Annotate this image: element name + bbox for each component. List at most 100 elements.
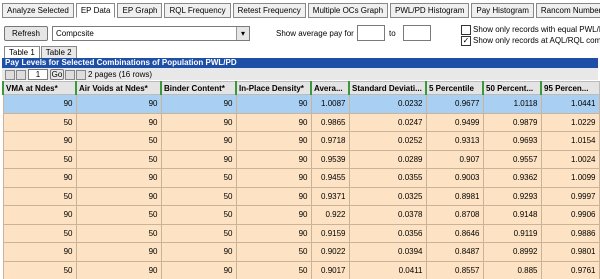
grid-cell: 1.0087 (310, 94, 350, 114)
grid-cell: 0.9499 (425, 112, 484, 132)
column-header[interactable]: Air Voids at Ndes* (75, 81, 162, 95)
column-header[interactable]: 50 Percent... (482, 81, 542, 95)
next-page[interactable] (65, 70, 75, 80)
dropdown[interactable]: Compcsite ▾ (52, 26, 250, 41)
column-header[interactable]: VMA at Ndes* (2, 81, 77, 95)
grid-cell: 50 (2, 260, 77, 279)
grid-cell: 90 (75, 94, 162, 114)
grid-cell: 90 (235, 94, 312, 114)
subtab[interactable]: Table 2 (40, 46, 77, 59)
grid-cell: 0.9148 (482, 205, 542, 225)
grid-cell: 90 (2, 94, 77, 114)
tab[interactable]: Analyze Selected (2, 3, 74, 18)
column-header[interactable]: Binder Content* (160, 81, 237, 95)
grid-cell: 90 (160, 112, 237, 132)
grid-cell: 0.8646 (425, 223, 484, 243)
grid-cell: 0.0232 (348, 94, 427, 114)
grid-cell: 0.9371 (310, 186, 350, 206)
checkbox-aql[interactable]: ✓ (461, 36, 471, 46)
last-page[interactable] (76, 70, 86, 80)
grid-cell: 90 (2, 168, 77, 188)
grid-row[interactable]: 50 90 90 90 0.9865 0.0247 0.9499 0.9879 1.0229 (2, 112, 600, 132)
tab[interactable]: Retest Frequency (232, 3, 306, 18)
tab[interactable]: Pay Histogram (471, 3, 534, 18)
first-page[interactable] (5, 70, 15, 80)
grid-cell: 0.9293 (482, 186, 542, 206)
tab[interactable]: Multiple OCs Graph (307, 3, 389, 18)
grid-cell: 0.9718 (310, 131, 350, 151)
grid-cell: 0.907 (425, 149, 484, 169)
column-header[interactable]: In-Place Density* (235, 81, 312, 95)
grid-row[interactable]: 90 50 50 90 0.922 0.0378 0.8708 0.9148 0.9906 (2, 205, 600, 225)
avg-to-input[interactable] (403, 25, 431, 41)
grid-cell: 50 (2, 186, 77, 206)
grid-cell: 0.8557 (425, 260, 484, 279)
checkbox-aql-label: Show only records at AQL/RQL com (473, 36, 600, 45)
grid-cell: 90 (2, 131, 77, 151)
grid-cell: 0.9906 (540, 205, 600, 225)
avg-label: Show average pay for (276, 29, 354, 38)
go-button[interactable]: Go (50, 69, 64, 80)
grid-cell: 0.9017 (310, 260, 350, 279)
grid-row[interactable]: 50 90 90 50 0.9017 0.0411 0.8557 0.885 0.9761 (2, 260, 600, 279)
grid-cell: 1.0441 (540, 94, 600, 114)
grid-cell: 90 (235, 223, 312, 243)
grid-cell: 0.885 (482, 260, 542, 279)
grid-cell: 90 (160, 149, 237, 169)
grid-cell: 0.9865 (310, 112, 350, 132)
grid-cell: 50 (75, 223, 162, 243)
grid-cell: 50 (2, 112, 77, 132)
grid-row[interactable]: 50 90 50 90 0.9371 0.0325 0.8981 0.9293 0.9997 (2, 186, 600, 206)
refresh-button[interactable]: Refresh (4, 26, 48, 41)
column-header[interactable]: Standard Deviati... (348, 81, 427, 95)
grid-cell: 50 (2, 149, 77, 169)
grid-cell: 0.0378 (348, 205, 427, 225)
grid-row[interactable]: 50 50 50 90 0.9159 0.0356 0.8646 0.9119 0.9886 (2, 223, 600, 243)
grid-row[interactable]: 90 90 90 90 1.0087 0.0232 0.9677 1.0118 1.0441 (2, 94, 600, 114)
column-header[interactable]: Avera... (310, 81, 350, 95)
tab[interactable]: PWL/PD Histogram (390, 3, 470, 18)
grid-cell: 0.9159 (310, 223, 350, 243)
pager-info: 2 pages (16 rows) (88, 70, 153, 79)
grid-cell: 90 (160, 131, 237, 151)
grid-cell: 90 (75, 186, 162, 206)
grid-cell: 50 (160, 205, 237, 225)
grid-row[interactable]: 90 50 90 90 0.9718 0.0252 0.9313 0.9693 1.0154 (2, 131, 600, 151)
grid-cell: 50 (75, 131, 162, 151)
grid-cell: 0.0247 (348, 112, 427, 132)
grid-row[interactable]: 90 90 90 50 0.9022 0.0394 0.8487 0.8992 0.9801 (2, 242, 600, 262)
page-input[interactable]: 1 (28, 69, 48, 80)
grid-cell: 0.0394 (348, 242, 427, 262)
prev-page[interactable] (16, 70, 26, 80)
grid-cell: 1.0099 (540, 168, 600, 188)
grid-cell: 90 (75, 112, 162, 132)
grid-cell: 0.9557 (482, 149, 542, 169)
grid-cell: 90 (235, 168, 312, 188)
dropdown-arrow: ▾ (236, 27, 249, 40)
grid-cell: 0.0289 (348, 149, 427, 169)
grid-cell: 0.9539 (310, 149, 350, 169)
grid-cell: 0.0325 (348, 186, 427, 206)
tab[interactable]: EP Data (75, 3, 116, 18)
grid-cell: 90 (235, 205, 312, 225)
grid-cell: 0.9022 (310, 242, 350, 262)
grid-cell: 0.0356 (348, 223, 427, 243)
column-header[interactable]: 95 Percen... (540, 81, 600, 95)
tab[interactable]: RQL Frequency (164, 3, 231, 18)
grid-cell: 0.8992 (482, 242, 542, 262)
tab[interactable]: EP Graph (117, 3, 163, 18)
pager: 1 Go 2 pages (16 rows) (2, 68, 598, 80)
grid-cell: 50 (2, 223, 77, 243)
grid-cell: 0.9761 (540, 260, 600, 279)
grid-cell: 0.9677 (425, 94, 484, 114)
grid-cell: 50 (75, 205, 162, 225)
avg-from-input[interactable] (357, 25, 385, 41)
grid-cell: 50 (235, 260, 312, 279)
grid-cell: 90 (235, 186, 312, 206)
tab[interactable]: Rancom Numbers (535, 3, 600, 18)
grid-row[interactable]: 90 90 50 90 0.9455 0.0355 0.9003 0.9362 1.0099 (2, 168, 600, 188)
checkbox-equal[interactable] (461, 25, 471, 35)
column-header[interactable]: 5 Percentile (425, 81, 484, 95)
grid-cell: 0.8981 (425, 186, 484, 206)
grid-row[interactable]: 50 50 90 90 0.9539 0.0289 0.907 0.9557 1.0024 (2, 149, 600, 169)
